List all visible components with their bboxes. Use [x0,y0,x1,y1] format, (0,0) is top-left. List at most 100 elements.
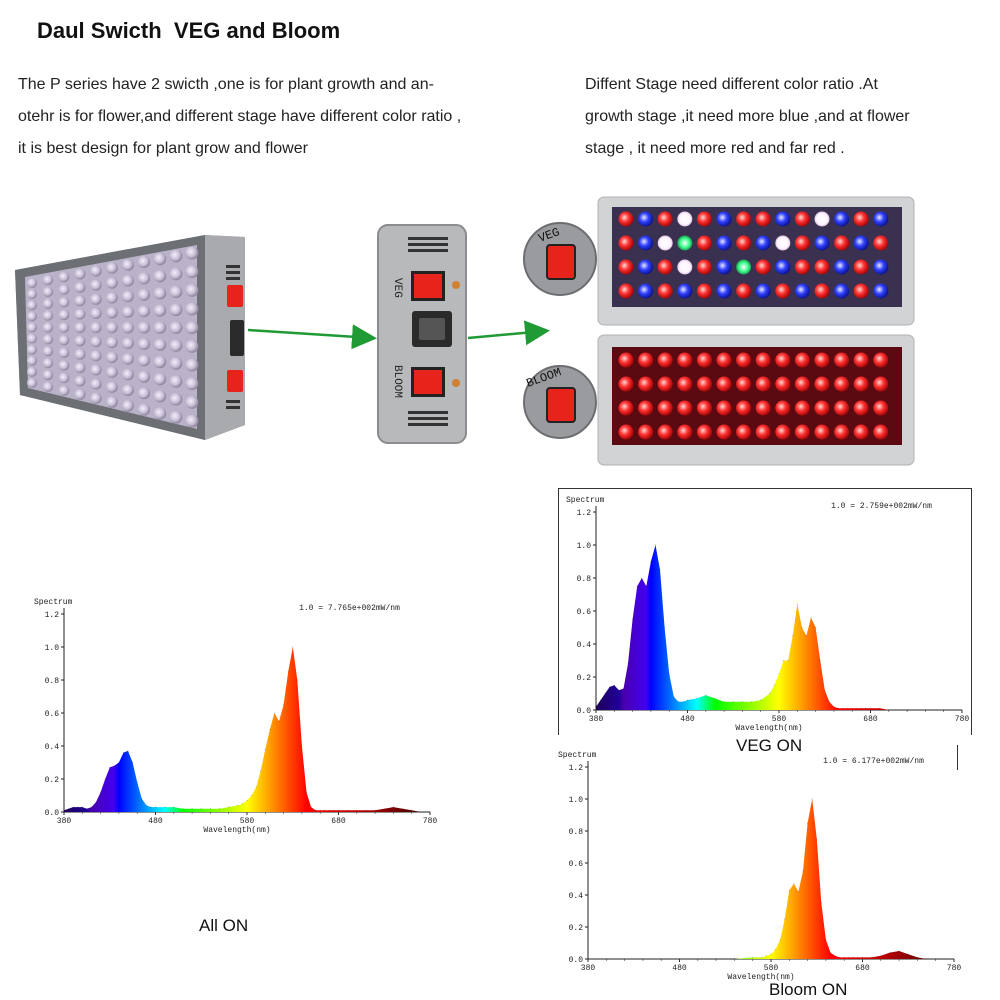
led [58,334,70,346]
led [638,376,654,392]
scale-note: 1.0 = 2.759e+002mW/nm [831,502,932,511]
led [122,368,134,381]
spectrum-point [365,809,367,811]
led [74,388,86,400]
led [618,211,634,227]
spectrum-point [797,891,799,893]
led [755,376,771,392]
spectrum-area [64,647,430,812]
intro-text-left: The P series have 2 swicth ,one is for p… [18,69,461,165]
led [137,288,151,301]
spectrum-point [714,697,716,699]
led [716,211,732,227]
spectrum-point [733,958,735,960]
led [677,400,693,416]
spectrum-point [90,806,93,808]
spectrum-point [715,958,717,960]
led [74,362,86,374]
led [677,211,693,227]
y-tick-label: 0.2 [569,924,584,933]
led [775,235,791,251]
led [775,400,791,416]
x-axis-label: Wavelength(nm) [727,973,794,982]
led [90,321,102,334]
led [185,414,199,428]
led [74,281,86,293]
spectrum-point [411,809,413,811]
spectrum-point [86,808,88,810]
spectrum-point [600,699,602,701]
led [794,376,810,392]
spectrum-point [848,956,850,958]
y-tick-label: 0.4 [577,641,592,650]
led [853,235,869,251]
chart-all-on: 0.0 0.2 0.4 0.6 0.8 1.0 1.2 380 480 580 680 780 Spec… [34,598,437,835]
spectrum-point [660,958,662,960]
led [834,376,850,392]
spectrum-point [953,958,955,960]
led [657,400,673,416]
y-tick-label: 1.0 [45,644,60,653]
led [794,259,810,275]
y-tick-label: 0.4 [569,892,584,901]
led [122,384,134,397]
spectrum-point [150,806,152,808]
spectrum-point [636,585,638,587]
led [755,400,771,416]
led [755,352,771,368]
led [814,400,830,416]
led [853,400,869,416]
spectrum-point [228,806,230,808]
spectrum-point [383,808,385,810]
spectrum-point [587,958,589,960]
spectrum-point [632,618,634,620]
led [638,352,654,368]
spectrum-point [68,808,70,810]
spectrum-point [200,808,202,810]
led [716,424,732,440]
led [618,352,634,368]
spectrum-point [642,958,644,960]
x-axis-label: Wavelength(nm) [735,724,802,733]
led [27,300,37,311]
spectrum-point [879,707,881,709]
spectrum-point [104,778,106,780]
scale-note: 1.0 = 6.177e+002mW/nm [823,757,924,766]
led [696,211,712,227]
spectrum-point [943,709,945,711]
led [137,305,151,318]
spectrum-point [926,958,928,960]
led [696,235,712,251]
spectrum-point [847,707,849,709]
spectrum-point [828,701,830,703]
led [153,304,167,317]
y-tick-label: 1.0 [569,796,584,805]
led [74,322,86,333]
spectrum-point [778,673,780,675]
spectrum-point [760,699,762,701]
led [27,278,37,288]
x-tick-label: 480 [680,715,695,724]
spectrum-point [641,577,643,579]
led [74,348,86,360]
led [736,376,752,392]
spectrum-point [924,709,926,711]
led [185,395,199,409]
led [169,249,183,263]
x-tick-label: 580 [772,715,787,724]
led [74,308,86,320]
led [58,271,70,283]
led [153,252,167,266]
y-tick-label: 0.8 [577,575,592,584]
led [814,211,830,227]
spectrum-point [315,809,317,811]
spectrum-point [109,766,111,768]
device-illustration: VEG BLOOM VEG BLOOM [15,196,915,466]
spectrum-point [141,798,143,800]
led [834,352,850,368]
spectrum-point [209,808,211,810]
led [873,400,889,416]
spectrum-point [246,799,248,801]
led [42,369,54,381]
led [618,259,634,275]
